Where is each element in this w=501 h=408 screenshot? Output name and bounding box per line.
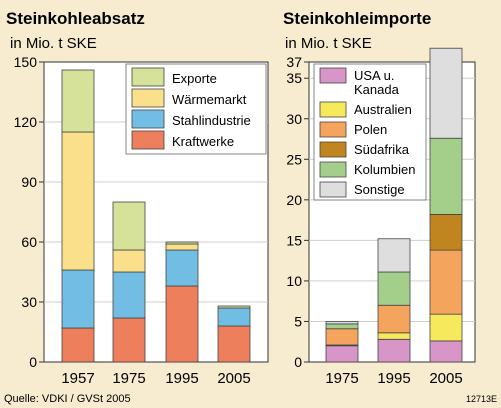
bar-segment-kolumbien: [325, 323, 359, 330]
x-category-label: 2005: [217, 370, 250, 387]
legend-label-wärmemarkt: Wärmemarkt: [172, 92, 247, 107]
bar-segment-kraftwerke: [112, 317, 146, 363]
y-tick-label: 30: [286, 111, 302, 127]
legend-label-kolumbien: Kolumbien: [354, 162, 415, 177]
chart-subtitle: in Mio. t SKE: [10, 35, 97, 52]
y-tick-label: 35: [286, 70, 302, 86]
y-tick-label: 60: [21, 234, 37, 250]
bar-segment-stahlindustrie: [112, 271, 146, 319]
x-category-label: 1995: [377, 370, 410, 387]
y-tick-label: 120: [14, 114, 38, 130]
bar-segment-kraftwerke: [165, 285, 199, 363]
legend-label-stahlindustrie: Stahlindustrie: [172, 113, 251, 128]
legend-swatch-exporte: [131, 67, 165, 87]
y-tick-label: 5: [294, 313, 302, 329]
legend-label-kraftwerke: Kraftwerke: [172, 134, 234, 149]
chart-title: Steinkohleimporte: [283, 9, 431, 28]
y-tick-label: 37: [286, 54, 302, 70]
legend-swatch-polen: [319, 121, 347, 138]
x-category-label: 1975: [112, 370, 145, 387]
bar-segment-sonstige: [429, 47, 463, 139]
legend-label-exporte: Exporte: [172, 71, 217, 86]
chart-subtitle: in Mio. t SKE: [285, 35, 372, 52]
bar-segment-wärmemarkt: [61, 131, 95, 271]
bar-segment-südafrika: [429, 214, 463, 251]
legend-swatch-sonstige: [319, 181, 347, 198]
bar-segment-stahlindustrie: [165, 249, 199, 287]
bar-segment-kraftwerke: [217, 325, 251, 363]
legend-label-sonstige: Sonstige: [354, 182, 405, 197]
legend-swatch-australien: [319, 101, 347, 118]
y-tick-label: 25: [286, 151, 302, 167]
legend-swatch-kraftwerke: [131, 130, 165, 150]
bar-segment-polen: [325, 328, 359, 346]
legend-label-usa-u: USA u. Kanada: [354, 68, 400, 97]
legend-label-polen: Polen: [354, 122, 387, 137]
chart-title: Steinkohleabsatz: [6, 9, 145, 28]
bar-segment-exporte: [217, 305, 251, 309]
y-tick-label: 30: [21, 294, 37, 310]
y-tick-label: 150: [14, 54, 38, 70]
y-tick-label: 15: [286, 232, 302, 248]
imports-chart: Steinkohleimporte in Mio. t SKE 0 5 10 15 20…: [283, 9, 476, 387]
bar-segment-exporte: [112, 201, 146, 251]
sales-chart: Steinkohleabsatz in Mio. t SKE 0 30 60 90 12…: [6, 9, 269, 387]
bar-segment-kolumbien: [377, 271, 411, 306]
bar-segment-stahlindustrie: [217, 307, 251, 327]
source-note: Quelle: VDKI / GVSt 2005: [4, 393, 131, 405]
x-category-label: 1975: [325, 370, 358, 387]
y-tick-label: 90: [21, 174, 37, 190]
bar-segment-usa-u-kanada: [325, 345, 359, 363]
bar-segment-kolumbien: [429, 137, 463, 215]
bar-segment-exporte: [165, 241, 199, 245]
bar-segment-usa-u-kanada: [429, 340, 463, 363]
legend-label-südafrika: Südafrika: [354, 142, 410, 157]
x-category-label: 2005: [429, 370, 462, 387]
bar-segment-polen: [429, 249, 463, 315]
legend-swatch-wärmemarkt: [131, 88, 165, 108]
bar-segment-polen: [377, 304, 411, 334]
y-tick-label: 20: [286, 192, 302, 208]
legend-swatch-südafrika: [319, 141, 347, 158]
graphic-code: 12713E: [466, 394, 497, 404]
bar-segment-australien: [429, 313, 463, 342]
legend-swatch-kolumbien: [319, 161, 347, 178]
bar-segment-usa-u-kanada: [377, 338, 411, 363]
bar-segment-australien: [377, 332, 411, 340]
bar-segment-sonstige: [377, 238, 411, 273]
legend-label-australien: Australien: [354, 102, 412, 117]
legend-swatch-usa-u: [319, 67, 347, 84]
bar-segment-sonstige: [325, 321, 359, 325]
bar-segment-exporte: [61, 69, 95, 133]
x-category-label: 1995: [165, 370, 198, 387]
y-tick-label: 0: [29, 354, 37, 370]
bar-segment-wärmemarkt: [112, 249, 146, 273]
bar-segment-wärmemarkt: [165, 243, 199, 251]
y-tick-label: 10: [286, 273, 302, 289]
bar-segment-kraftwerke: [61, 327, 95, 363]
y-tick-label: 0: [294, 354, 302, 370]
legend-swatch-stahlindustrie: [131, 109, 165, 129]
x-category-label: 1957: [61, 370, 94, 387]
bar-segment-stahlindustrie: [61, 269, 95, 329]
